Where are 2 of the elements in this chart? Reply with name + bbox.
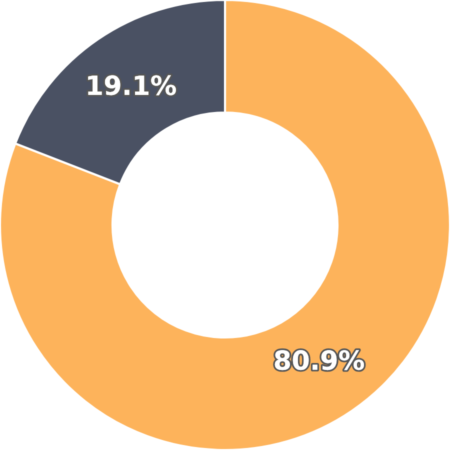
data-label: 19.1% [88, 75, 176, 96]
data-label: 80.9% [274, 350, 364, 370]
